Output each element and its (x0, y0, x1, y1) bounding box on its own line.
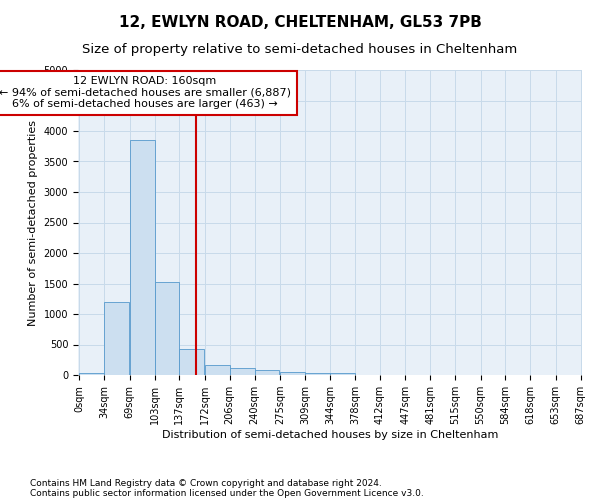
Bar (305, 372, 329, 375)
Bar (254, 370, 280, 375)
Text: 12, EWLYN ROAD, CHELTENHAM, GL53 7PB: 12, EWLYN ROAD, CHELTENHAM, GL53 7PB (119, 15, 481, 30)
Bar (179, 349, 204, 375)
Bar (155, 282, 179, 375)
Bar (331, 373, 355, 375)
X-axis label: Distribution of semi-detached houses by size in Cheltenham: Distribution of semi-detached houses by … (162, 430, 498, 440)
Bar (205, 365, 230, 375)
Text: Contains public sector information licensed under the Open Government Licence v3: Contains public sector information licen… (30, 488, 424, 498)
Bar (79, 373, 104, 375)
Bar (104, 302, 129, 375)
Text: Contains HM Land Registry data © Crown copyright and database right 2024.: Contains HM Land Registry data © Crown c… (30, 478, 382, 488)
Bar (230, 368, 254, 375)
Y-axis label: Number of semi-detached properties: Number of semi-detached properties (28, 120, 38, 326)
Bar (280, 372, 305, 375)
Bar (130, 140, 155, 375)
Text: 12 EWLYN ROAD: 160sqm
← 94% of semi-detached houses are smaller (6,887)
6% of se: 12 EWLYN ROAD: 160sqm ← 94% of semi-deta… (0, 76, 291, 110)
Text: Size of property relative to semi-detached houses in Cheltenham: Size of property relative to semi-detach… (82, 42, 518, 56)
